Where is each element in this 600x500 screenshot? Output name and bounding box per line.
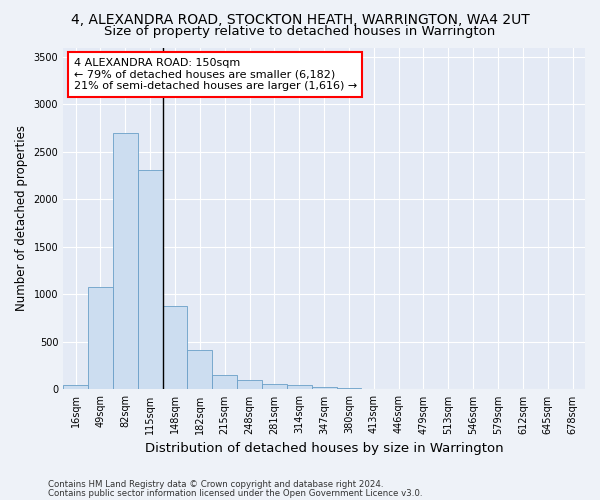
Bar (163, 306, 187, 390)
Bar (287, 384, 311, 390)
Text: Size of property relative to detached houses in Warrington: Size of property relative to detached ho… (104, 25, 496, 38)
Bar (337, 388, 361, 390)
Y-axis label: Number of detached properties: Number of detached properties (15, 126, 28, 312)
Bar (237, 380, 262, 390)
Bar (262, 384, 287, 390)
Bar (88, 287, 113, 390)
Text: 4 ALEXANDRA ROAD: 150sqm
← 79% of detached houses are smaller (6,182)
21% of sem: 4 ALEXANDRA ROAD: 150sqm ← 79% of detach… (74, 58, 357, 91)
Bar (113, 133, 138, 390)
Text: Contains public sector information licensed under the Open Government Licence v3: Contains public sector information licen… (48, 488, 422, 498)
Bar (361, 388, 386, 390)
Bar (63, 384, 88, 390)
X-axis label: Distribution of detached houses by size in Warrington: Distribution of detached houses by size … (145, 442, 503, 455)
Bar (187, 350, 212, 390)
Bar (212, 374, 237, 390)
Text: Contains HM Land Registry data © Crown copyright and database right 2024.: Contains HM Land Registry data © Crown c… (48, 480, 383, 489)
Bar (311, 387, 337, 390)
Bar (138, 170, 163, 390)
Text: 4, ALEXANDRA ROAD, STOCKTON HEATH, WARRINGTON, WA4 2UT: 4, ALEXANDRA ROAD, STOCKTON HEATH, WARRI… (71, 12, 529, 26)
